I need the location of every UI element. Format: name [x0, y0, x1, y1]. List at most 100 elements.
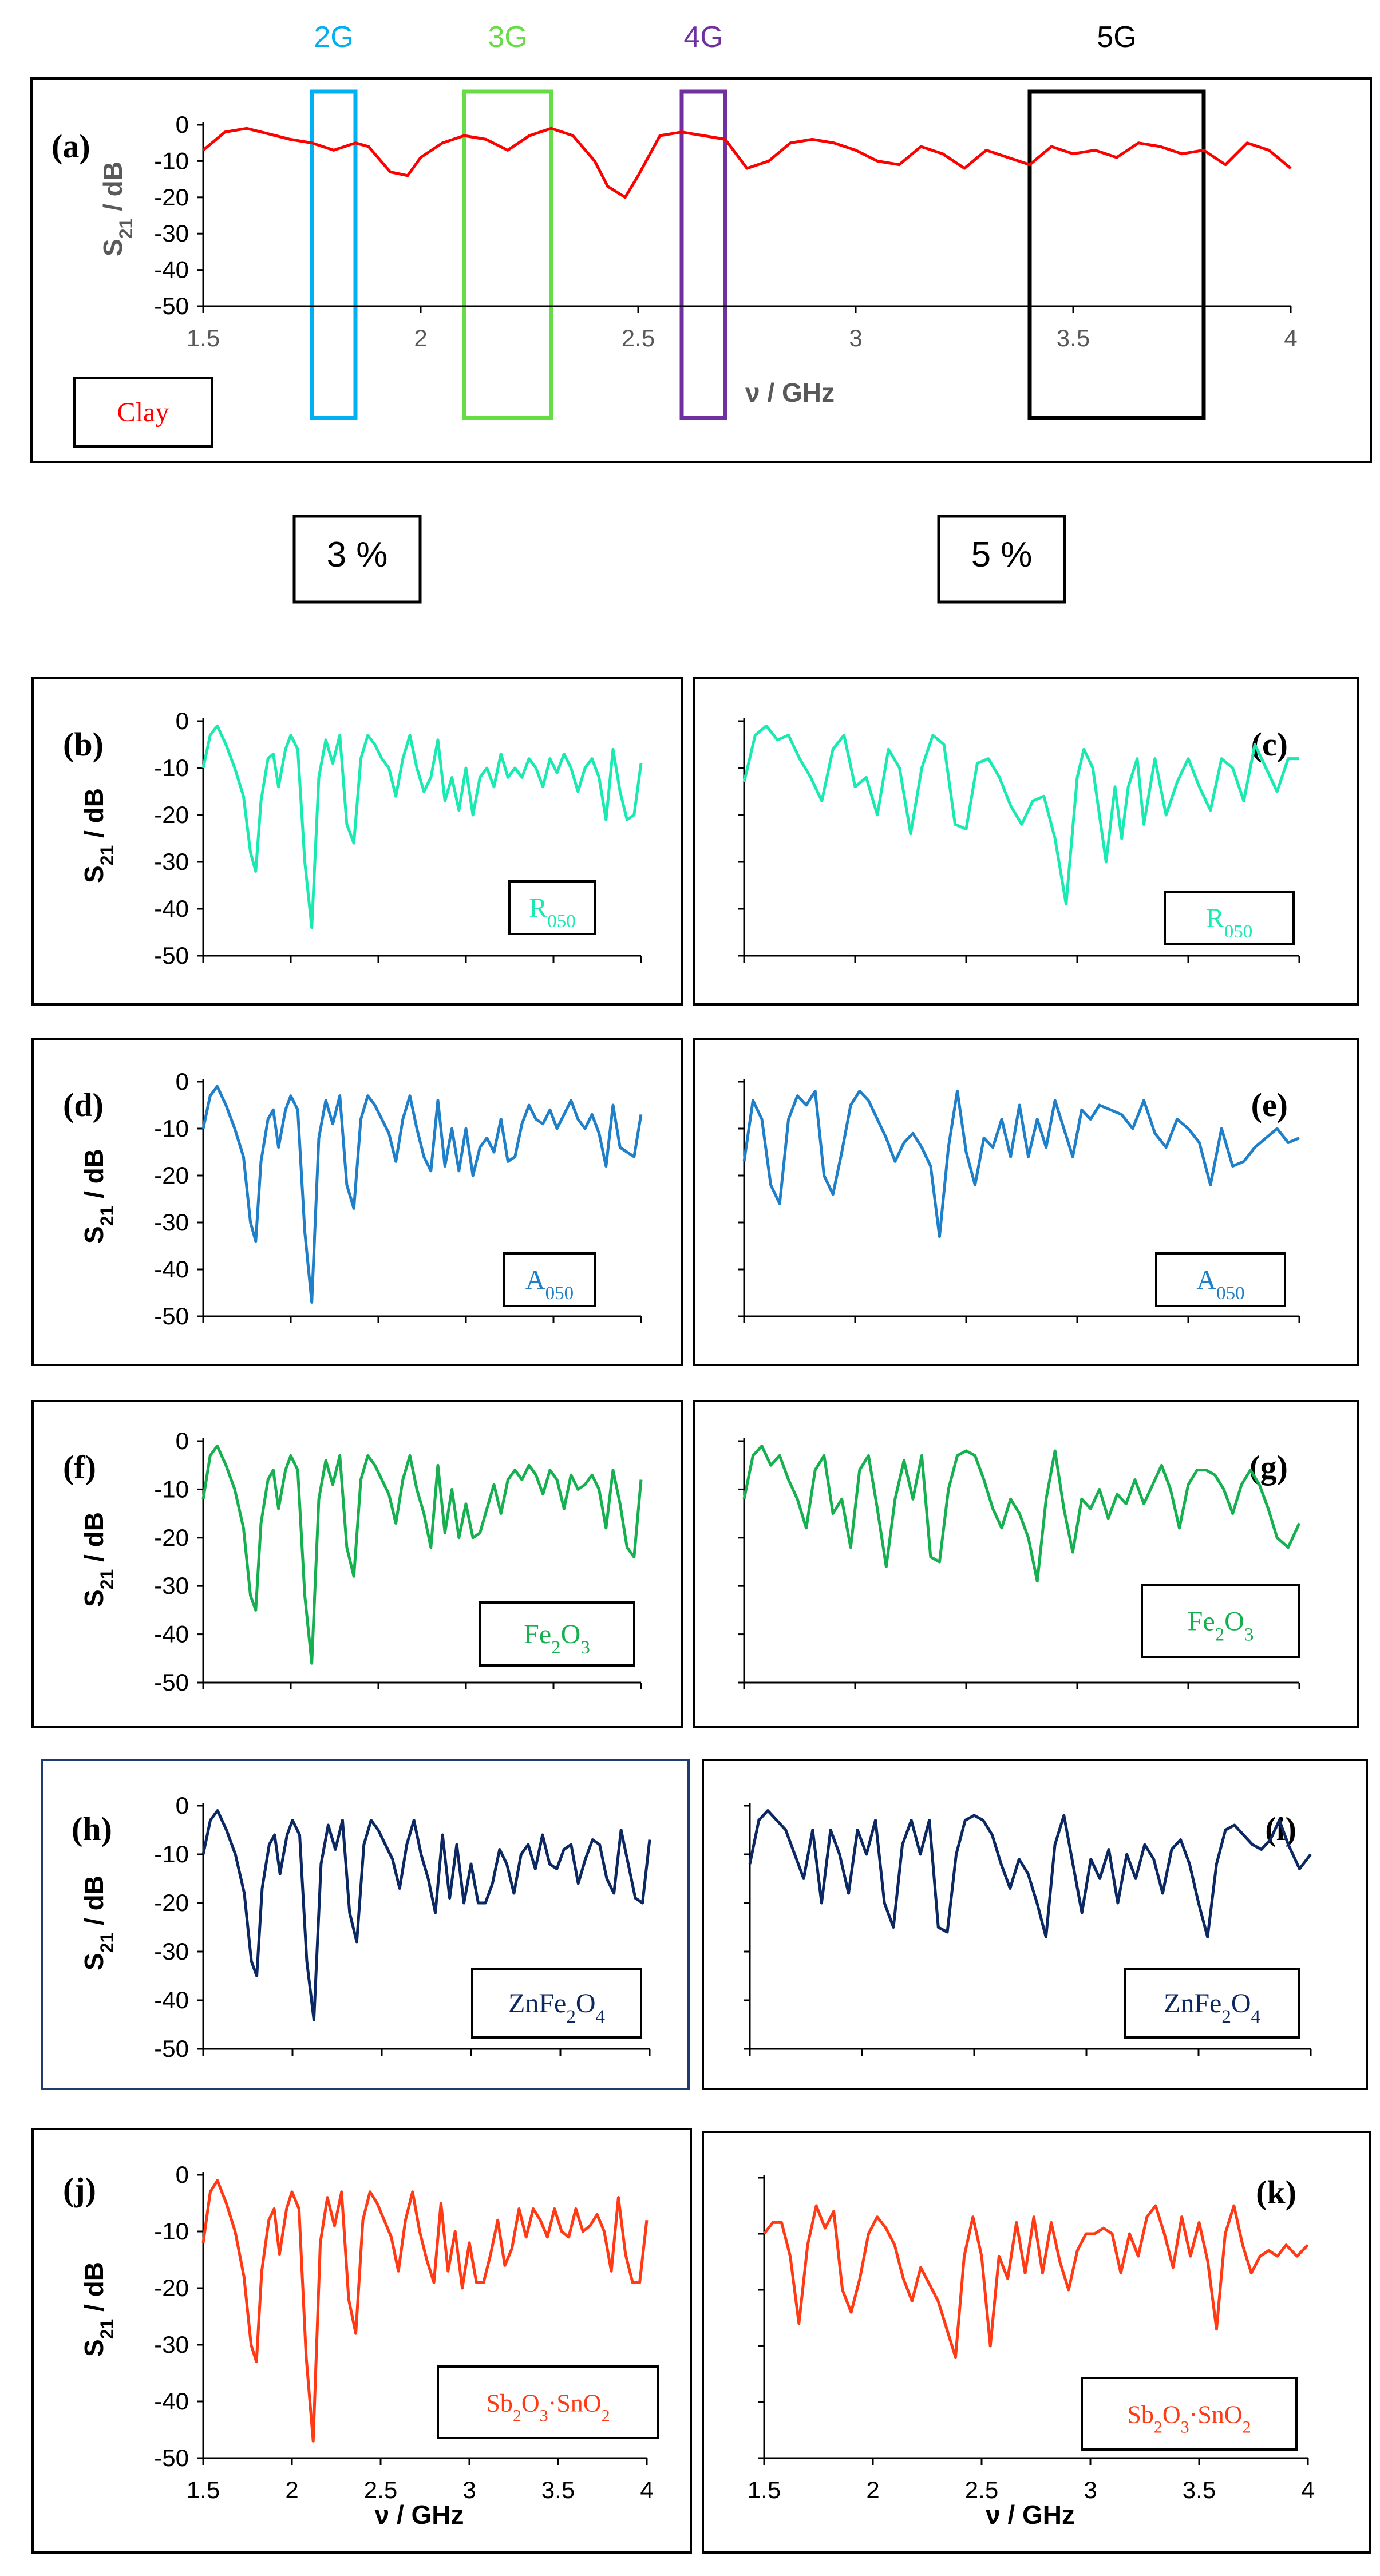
panel-frame — [693, 1400, 1359, 1728]
x-tick-label: 1.5 — [187, 325, 220, 351]
y-tick-label: -10 — [154, 754, 189, 781]
x-tick-label: 3.5 — [1183, 2476, 1216, 2503]
y-tick-label: 0 — [176, 1792, 189, 1819]
legend-box — [1155, 1252, 1286, 1307]
y-tick-label: -50 — [154, 292, 189, 319]
legend-label: A050 — [525, 1265, 574, 1304]
y-tick-label: -30 — [154, 220, 189, 247]
x-tick-label: 1.5 — [187, 2476, 220, 2503]
panel-j: (j) 0 -10 -20 -30 -40 -50 1.5 2 2.5 3 3.5 4 S21 / dB ν… — [31, 2128, 692, 2554]
legend-label: R050 — [1206, 903, 1253, 942]
panel-e: (e) A050 — [693, 1038, 1359, 1366]
y-tick-label: -30 — [154, 1572, 189, 1599]
y-tick-label: -20 — [154, 2274, 189, 2301]
x-tick-label: 4 — [1284, 325, 1297, 351]
legend-box — [1141, 1584, 1300, 1658]
band-label-3g: 3G — [488, 21, 527, 54]
y-tick-label: -40 — [154, 1987, 189, 2013]
panel-h: (h) 0 -10 -20 -30 -40 -50 S21 / dB ZnFe2O4 — [41, 1759, 690, 2090]
legend-label: Clay — [117, 397, 169, 428]
series-line-b — [201, 724, 643, 929]
x-tick-label: 3 — [1084, 2476, 1097, 2503]
series-line-a — [202, 126, 1292, 199]
x-tick-label: 3 — [462, 2476, 476, 2503]
legend-label: Sb2O3·SnO2 — [486, 2389, 610, 2425]
panel-frame — [41, 1759, 690, 2090]
column-label-box-5pct — [937, 515, 1066, 604]
x-axis-label: ν / GHz — [375, 2500, 464, 2530]
x-tick-label: 2.5 — [622, 325, 655, 351]
panel-label: (c) — [1251, 726, 1288, 763]
legend-box — [479, 1601, 635, 1667]
panel-a-frame — [30, 77, 1372, 463]
y-tick-label: -10 — [154, 2218, 189, 2245]
panel-g: (g) Fe2O3 — [693, 1400, 1359, 1728]
legend-box — [1164, 891, 1295, 945]
y-axis-label: S21 / dB — [79, 1512, 117, 1607]
y-tick-label: -50 — [154, 1303, 189, 1329]
y-tick-label: 0 — [176, 2161, 189, 2188]
legend-box — [508, 880, 596, 935]
panel-d: (d) 0 -10 -20 -30 -40 -50 S21 / dB A050 — [31, 1038, 683, 1366]
y-tick-label: -20 — [154, 1162, 189, 1189]
panel-frame — [31, 677, 683, 1006]
panel-frame — [31, 1038, 683, 1366]
panel-label: (k) — [1256, 2174, 1296, 2211]
legend-box — [503, 1252, 596, 1307]
y-tick-label: -20 — [154, 184, 189, 211]
y-tick-label: -30 — [154, 2331, 189, 2358]
y-axis-label: S21 / dB — [79, 2262, 117, 2357]
y-tick-label: -10 — [154, 1115, 189, 1142]
y-axis-label: S21 / dB — [79, 1875, 117, 1970]
series-line-h — [201, 1809, 651, 2021]
y-tick-label: -50 — [154, 1669, 189, 1696]
panel-label: (f) — [63, 1449, 96, 1486]
y-tick-label: -20 — [154, 801, 189, 828]
legend-box — [471, 1968, 642, 2039]
x-tick-label: 3.5 — [541, 2476, 575, 2503]
series-line-g — [742, 1444, 1301, 1583]
series-line-f — [201, 1444, 643, 1665]
band-label-2g: 2G — [314, 21, 353, 54]
panels-layer: (a) 2G 3G 4G 5G 0 -10 -20 -30 -40 -50 1.5 2 2.5 3 3.5 4 S… — [31, 21, 1371, 2554]
x-tick-label: 3 — [849, 325, 862, 351]
x-tick-label: 3.5 — [1057, 325, 1090, 351]
y-tick-label: -30 — [154, 1938, 189, 1965]
band-box-4g — [679, 89, 727, 420]
panel-i: (i)ZnFe2O4 — [702, 1759, 1368, 2090]
x-tick-label: 2.5 — [965, 2476, 998, 2503]
legend-box — [1124, 1968, 1300, 2039]
band-box-5g — [1027, 89, 1206, 420]
y-tick-label: 0 — [176, 1427, 189, 1454]
y-tick-label: -40 — [154, 1256, 189, 1283]
series-line-d — [201, 1085, 643, 1304]
panel-label: (b) — [63, 726, 104, 763]
y-tick-label: -40 — [154, 895, 189, 922]
panel-frame — [693, 677, 1359, 1006]
x-tick-label: 2 — [866, 2476, 879, 2503]
column-label-5pct: 5 % — [971, 535, 1033, 575]
panel-label: (d) — [63, 1086, 104, 1123]
x-tick-label: 2.5 — [364, 2476, 397, 2503]
band-box-3g — [462, 89, 553, 420]
panel-label: (j) — [63, 2171, 96, 2208]
y-tick-label: -40 — [154, 2388, 189, 2415]
y-tick-label: -10 — [154, 1841, 189, 1867]
y-tick-label: 0 — [176, 707, 189, 734]
y-tick-label: -30 — [154, 848, 189, 875]
x-axis-label: ν / GHz — [745, 378, 835, 407]
y-tick-label: -30 — [154, 1209, 189, 1236]
panel-label: (h) — [72, 1810, 112, 1847]
panel-label: (a) — [52, 128, 90, 165]
legend-box — [1081, 2377, 1298, 2451]
panel-f: (f) 0 -10 -20 -30 -40 -50 S21 / dB Fe2O3 — [31, 1400, 683, 1728]
series-line-k — [763, 2204, 1309, 2359]
band-box-2g — [310, 89, 358, 420]
column-label-3pct: 3 % — [327, 535, 388, 575]
panel-frame — [702, 2131, 1371, 2554]
legend-label: ZnFe2O4 — [1164, 1988, 1260, 2027]
panel-c: (c) R050 — [693, 677, 1359, 1006]
series-line-j — [201, 2179, 649, 2443]
series-line-i — [748, 1809, 1312, 1938]
y-tick-label: -10 — [154, 147, 189, 174]
